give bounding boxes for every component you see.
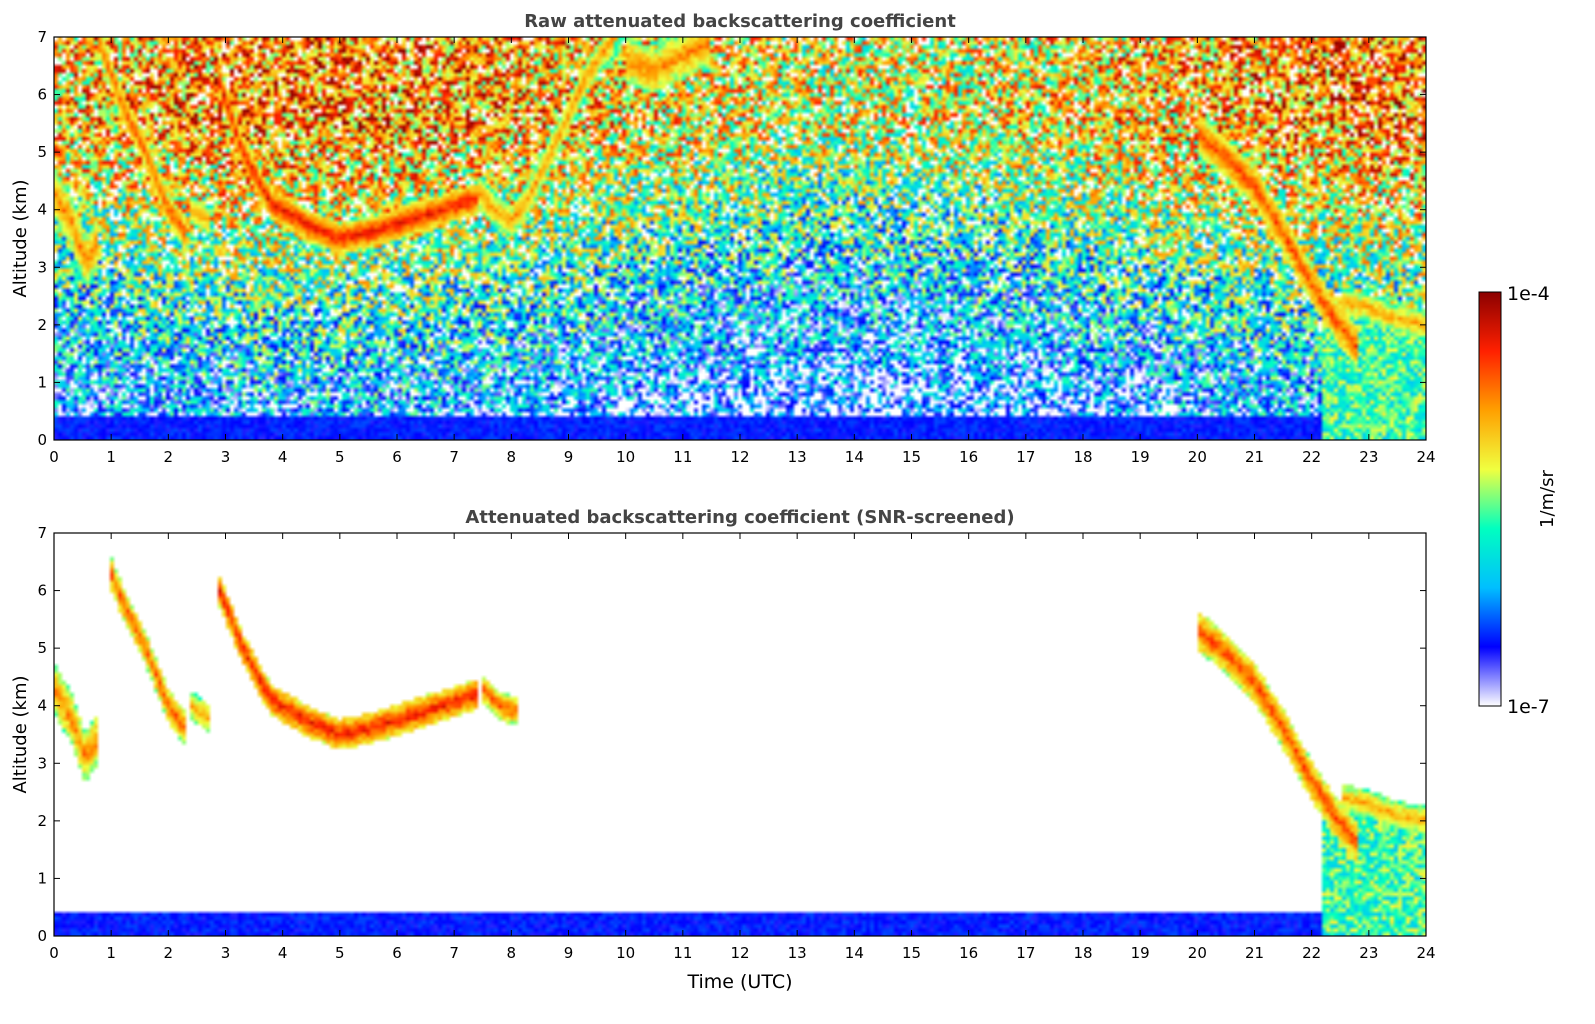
x-tick-label: 9	[564, 944, 574, 962]
colorbar-gradient	[1478, 291, 1502, 707]
x-tick-label: 13	[788, 448, 807, 466]
y-tick-label: 6	[37, 582, 47, 600]
y-tick-label: 5	[37, 639, 47, 657]
x-tick-label: 15	[902, 944, 921, 962]
x-tick-label: 6	[392, 448, 402, 466]
x-tick-label: 4	[278, 448, 288, 466]
x-tick-label: 0	[49, 944, 59, 962]
x-tick-label: 5	[335, 448, 345, 466]
y-tick-label: 3	[37, 754, 47, 772]
panel-screened-heatmap	[54, 533, 1426, 936]
panel-raw-heatmap	[54, 37, 1426, 440]
y-tick-label: 5	[37, 143, 47, 161]
x-tick-label: 17	[1016, 944, 1035, 962]
x-tick-label: 23	[1359, 944, 1378, 962]
y-tick-label: 2	[37, 316, 47, 334]
x-tick-label: 14	[845, 944, 864, 962]
x-tick-label: 5	[335, 944, 345, 962]
x-tick-label: 17	[1016, 448, 1035, 466]
y-tick-label: 1	[37, 869, 47, 887]
x-tick-label: 6	[392, 944, 402, 962]
panel-raw: Raw attenuated backscattering coefficien…	[10, 11, 1436, 466]
panel-raw-ylabel: Altitude (km)	[10, 179, 31, 297]
x-tick-label: 15	[902, 448, 921, 466]
x-tick-label: 11	[673, 944, 692, 962]
x-tick-label: 7	[449, 448, 459, 466]
x-tick-label: 9	[564, 448, 574, 466]
x-tick-label: 16	[959, 448, 978, 466]
y-tick-label: 1	[37, 373, 47, 391]
y-tick-label: 0	[37, 431, 47, 449]
x-tick-label: 4	[278, 944, 288, 962]
colorbar-min-label: 1e-7	[1507, 696, 1550, 718]
x-tick-label: 23	[1359, 448, 1378, 466]
x-tick-label: 22	[1302, 448, 1321, 466]
x-tick-label: 21	[1245, 448, 1264, 466]
y-tick-label: 7	[37, 28, 47, 46]
colorbar: 1e-4 1e-7 1/m/sr	[1478, 283, 1558, 718]
x-tick-label: 11	[673, 448, 692, 466]
colorbar-max-label: 1e-4	[1507, 283, 1550, 305]
x-tick-label: 7	[449, 944, 459, 962]
panel-screened-xlabel: Time (UTC)	[686, 971, 792, 993]
x-tick-label: 16	[959, 944, 978, 962]
x-tick-label: 1	[106, 448, 116, 466]
x-tick-label: 18	[1073, 448, 1092, 466]
y-tick-label: 0	[37, 927, 47, 945]
panel-screened-ticks: 0 1 2 3 4 5 6 7 8 9 10 11 12 13 14 15 16 17 18 19 20 21 22 23 24…	[37, 524, 1435, 962]
x-tick-label: 8	[507, 944, 517, 962]
y-tick-label: 3	[37, 258, 47, 276]
x-tick-label: 24	[1416, 944, 1435, 962]
y-tick-label: 4	[37, 201, 47, 219]
x-tick-label: 19	[1131, 448, 1150, 466]
x-tick-label: 0	[49, 448, 59, 466]
x-tick-label: 12	[730, 448, 749, 466]
x-tick-label: 22	[1302, 944, 1321, 962]
x-tick-label: 20	[1188, 944, 1207, 962]
panel-screened: Attenuated backscattering coefficient (S…	[10, 507, 1436, 993]
panel-screened-title: Attenuated backscattering coefficient (S…	[465, 507, 1014, 528]
x-tick-label: 18	[1073, 944, 1092, 962]
x-tick-label: 20	[1188, 448, 1207, 466]
x-tick-label: 14	[845, 448, 864, 466]
x-tick-label: 10	[616, 448, 635, 466]
x-tick-label: 21	[1245, 944, 1264, 962]
x-tick-label: 19	[1131, 944, 1150, 962]
panel-screened-ylabel: Altitude (km)	[10, 675, 31, 793]
x-tick-label: 12	[730, 944, 749, 962]
x-tick-label: 3	[221, 448, 231, 466]
x-tick-label: 3	[221, 944, 231, 962]
panel-raw-ticks: 0 1 2 3 4 5 6 7 8 9 10 11 12 13 14 15 16 17 18 19 20 21 22 23 24…	[37, 28, 1435, 466]
colorbar-unit-label: 1/m/sr	[1537, 469, 1558, 527]
y-tick-label: 6	[37, 86, 47, 104]
x-tick-label: 13	[788, 944, 807, 962]
x-tick-label: 1	[106, 944, 116, 962]
x-tick-label: 10	[616, 944, 635, 962]
y-tick-label: 4	[37, 697, 47, 715]
x-tick-label: 2	[164, 944, 174, 962]
x-tick-label: 24	[1416, 448, 1435, 466]
x-tick-label: 8	[507, 448, 517, 466]
x-tick-label: 2	[164, 448, 174, 466]
y-tick-label: 2	[37, 812, 47, 830]
panel-raw-title: Raw attenuated backscattering coefficien…	[524, 11, 956, 32]
y-tick-label: 7	[37, 524, 47, 542]
